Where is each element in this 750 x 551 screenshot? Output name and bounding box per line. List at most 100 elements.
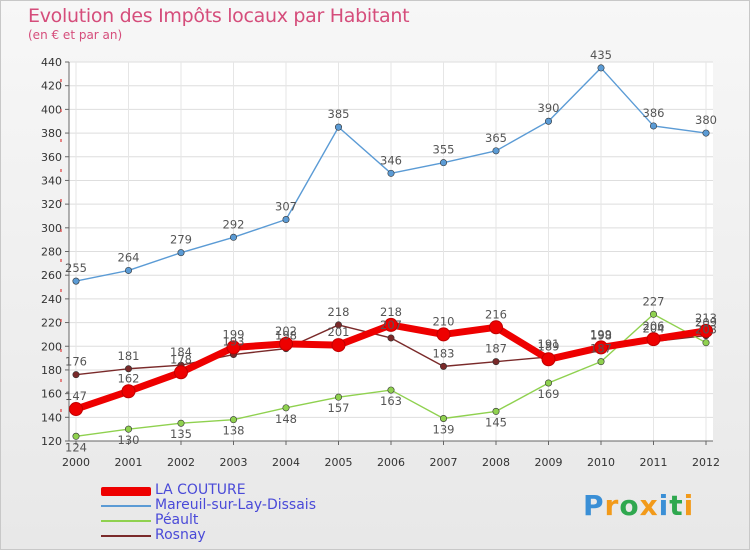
- data-point: [177, 419, 185, 427]
- proxiti-logo: Proxiti: [583, 489, 694, 522]
- data-point: [226, 340, 241, 355]
- data-point: [334, 393, 342, 401]
- data-label: 184: [170, 345, 192, 359]
- data-point: [230, 416, 238, 424]
- legend-swatch-rosnay: [101, 535, 151, 537]
- data-label: 227: [643, 294, 665, 308]
- x-tick-label: 2000: [62, 456, 90, 469]
- logo-letter: r: [604, 489, 620, 522]
- data-label: 130: [118, 433, 140, 447]
- data-label: 202: [275, 324, 297, 338]
- data-label: 209: [695, 316, 717, 330]
- data-label: 191: [538, 337, 560, 351]
- data-point: [387, 386, 395, 394]
- y-tick-label: 440: [41, 56, 62, 69]
- data-point: [331, 338, 346, 353]
- data-point: [492, 358, 500, 366]
- data-point: [125, 365, 133, 373]
- data-point: [230, 233, 238, 241]
- legend-label-peault: Péault: [155, 512, 199, 528]
- data-label: 135: [170, 427, 192, 441]
- data-point: [282, 404, 290, 412]
- data-point: [72, 371, 80, 379]
- data-point: [649, 310, 657, 318]
- y-tick-label: 220: [41, 317, 62, 330]
- x-tick-label: 2004: [272, 456, 300, 469]
- x-tick-label: 2010: [587, 456, 615, 469]
- data-label: 183: [433, 346, 455, 360]
- data-label: 163: [380, 394, 402, 408]
- y-tick-label: 400: [41, 103, 62, 116]
- y-tick-label: 340: [41, 174, 62, 187]
- data-label: 187: [485, 342, 507, 356]
- data-point: [125, 266, 133, 274]
- data-point: [279, 336, 293, 351]
- data-label: 198: [590, 329, 612, 343]
- legend-swatch-peault: [101, 520, 151, 522]
- data-label: 346: [380, 153, 402, 167]
- data-label: 380: [695, 113, 717, 127]
- data-point: [69, 402, 83, 417]
- logo-letter: t: [669, 489, 684, 522]
- y-tick-label: 360: [41, 151, 62, 164]
- data-point: [334, 321, 342, 329]
- data-point: [544, 379, 552, 387]
- data-label: 176: [65, 355, 87, 369]
- data-label: 292: [223, 217, 245, 231]
- data-point: [439, 414, 447, 422]
- data-point: [439, 362, 447, 370]
- data-label: 216: [485, 307, 507, 321]
- y-tick-label: 180: [41, 364, 62, 377]
- legend-label-rosnay: Rosnay: [155, 527, 206, 543]
- x-tick-label: 2008: [482, 456, 510, 469]
- x-tick-label: 2005: [325, 456, 353, 469]
- data-label: 201: [328, 325, 350, 339]
- data-label: 162: [118, 371, 140, 385]
- data-label: 213: [695, 311, 717, 325]
- x-tick-label: 2011: [640, 456, 668, 469]
- data-point: [699, 323, 713, 338]
- data-point: [177, 249, 185, 257]
- data-label: 181: [118, 349, 140, 363]
- data-label: 178: [170, 352, 192, 366]
- y-tick-label: 200: [41, 340, 62, 353]
- data-label: 148: [275, 412, 297, 426]
- x-tick-label: 2009: [535, 456, 563, 469]
- x-tick-label: 2003: [220, 456, 248, 469]
- logo-letter: i: [683, 489, 695, 522]
- legend-swatch-la-couture: [101, 487, 151, 496]
- data-label: 218: [328, 305, 350, 319]
- data-point: [541, 352, 556, 367]
- y-tick-label: 140: [41, 411, 62, 424]
- data-label: 199: [590, 327, 612, 341]
- data-label: 203: [695, 323, 717, 337]
- y-tick-label: 160: [41, 388, 62, 401]
- data-label: 157: [328, 401, 350, 415]
- data-label: 124: [65, 440, 87, 454]
- data-point: [646, 332, 661, 347]
- data-label: 390: [538, 101, 560, 115]
- logo-letter: o: [619, 489, 640, 522]
- x-tick-label: 2012: [692, 456, 720, 469]
- data-label: 365: [485, 131, 507, 145]
- data-point: [594, 340, 608, 355]
- data-label: 264: [118, 250, 140, 264]
- x-tick-label: 2001: [115, 456, 143, 469]
- data-point: [492, 147, 500, 155]
- data-label: 198: [275, 329, 297, 343]
- data-label: 187: [590, 342, 612, 356]
- data-point: [436, 327, 451, 342]
- data-point: [282, 216, 290, 224]
- logo-letter: x: [639, 489, 659, 522]
- x-tick-label: 2002: [167, 456, 195, 469]
- data-point: [72, 432, 80, 440]
- data-label: 206: [643, 319, 665, 333]
- data-point: [121, 384, 136, 399]
- chart-title: Evolution des Impôts locaux par Habitant: [28, 5, 410, 27]
- data-point: [387, 169, 395, 177]
- x-tick-label: 2006: [377, 456, 405, 469]
- data-label: 147: [65, 389, 87, 403]
- data-label: 210: [433, 314, 455, 328]
